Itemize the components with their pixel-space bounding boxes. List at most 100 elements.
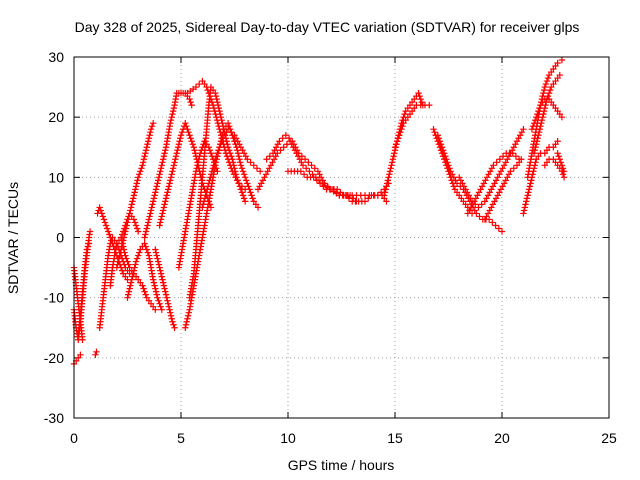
data-point <box>492 177 500 184</box>
data-point <box>117 246 125 253</box>
data-point <box>141 240 148 247</box>
data-point <box>300 171 308 178</box>
y-tick-label: 10 <box>48 169 64 185</box>
data-point <box>161 201 168 208</box>
data-point <box>159 159 166 166</box>
data-point <box>486 207 493 214</box>
x-tick-label: 10 <box>280 430 296 446</box>
data-point <box>167 177 174 184</box>
data-point <box>201 195 209 202</box>
data-point <box>443 156 450 163</box>
data-point <box>194 159 202 166</box>
data-point <box>345 195 353 202</box>
data-point <box>225 159 233 166</box>
data-point <box>446 165 453 172</box>
data-point <box>489 219 496 226</box>
chart-title: Day 328 of 2025, Sidereal Day-to-day VTE… <box>75 19 580 35</box>
data-point <box>224 119 232 127</box>
data-point <box>543 77 551 85</box>
data-point <box>169 318 176 325</box>
data-point <box>205 89 213 97</box>
data-point <box>224 126 232 133</box>
data-point <box>528 177 535 184</box>
data-point <box>184 315 191 322</box>
data-point <box>132 186 139 193</box>
data-point <box>140 285 147 292</box>
data-point <box>126 210 133 217</box>
data-point <box>540 89 547 97</box>
data-point <box>185 309 193 316</box>
data-point <box>521 204 529 211</box>
data-point <box>320 183 327 190</box>
data-point <box>135 174 142 181</box>
data-point <box>203 83 210 91</box>
data-point <box>556 156 563 163</box>
data-point <box>211 107 218 115</box>
data-point <box>153 252 160 259</box>
data-point <box>238 165 246 172</box>
data-point <box>122 228 129 235</box>
data-point <box>392 141 400 148</box>
data-point <box>160 282 168 289</box>
data-point <box>139 282 146 289</box>
data-point <box>118 243 125 250</box>
data-point <box>175 141 183 148</box>
data-point <box>147 207 155 214</box>
data-point <box>151 282 158 289</box>
data-point <box>560 168 568 175</box>
data-point <box>237 144 245 151</box>
data-point <box>164 300 172 307</box>
data-point <box>213 116 221 124</box>
data-point <box>149 119 157 127</box>
data-point <box>188 138 195 145</box>
data-point <box>273 144 280 151</box>
data-point <box>533 141 540 148</box>
series-track-af <box>530 71 563 157</box>
data-point <box>127 207 134 214</box>
data-point <box>534 110 541 118</box>
data-point <box>450 183 458 190</box>
data-point <box>382 186 389 193</box>
data-point <box>123 222 130 229</box>
data-point <box>209 101 217 109</box>
data-point <box>162 291 170 298</box>
data-point <box>507 168 514 175</box>
data-point <box>538 119 545 127</box>
data-point <box>130 195 137 202</box>
data-point <box>479 183 486 190</box>
data-point <box>183 318 190 325</box>
data-point <box>210 162 217 169</box>
data-point <box>263 156 270 163</box>
x-axis-label: GPS time / hours <box>288 457 395 473</box>
data-point <box>152 306 159 313</box>
data-point <box>131 189 138 196</box>
data-point <box>541 83 548 91</box>
data-point <box>168 315 175 322</box>
data-point <box>131 219 139 226</box>
x-tick-label: 5 <box>177 430 185 446</box>
data-point <box>332 189 340 196</box>
series-track-s <box>199 126 264 211</box>
series-track-l <box>141 89 195 241</box>
data-point <box>240 195 248 202</box>
x-tick-label: 15 <box>387 430 403 446</box>
series-track-d <box>75 240 93 337</box>
data-point <box>310 174 317 181</box>
data-point <box>385 174 392 181</box>
data-point <box>191 147 198 154</box>
data-point <box>481 198 489 205</box>
data-point <box>504 174 511 181</box>
data-point <box>212 89 219 97</box>
data-point <box>342 192 349 199</box>
data-point <box>168 113 175 121</box>
data-point <box>152 285 159 292</box>
data-point <box>545 89 553 97</box>
data-point <box>316 180 324 187</box>
data-point <box>486 189 493 196</box>
data-point <box>505 171 513 178</box>
data-point <box>159 210 166 217</box>
series-track-ah <box>541 156 568 181</box>
data-point <box>490 162 497 169</box>
data-point <box>212 92 220 100</box>
data-point <box>161 285 168 292</box>
